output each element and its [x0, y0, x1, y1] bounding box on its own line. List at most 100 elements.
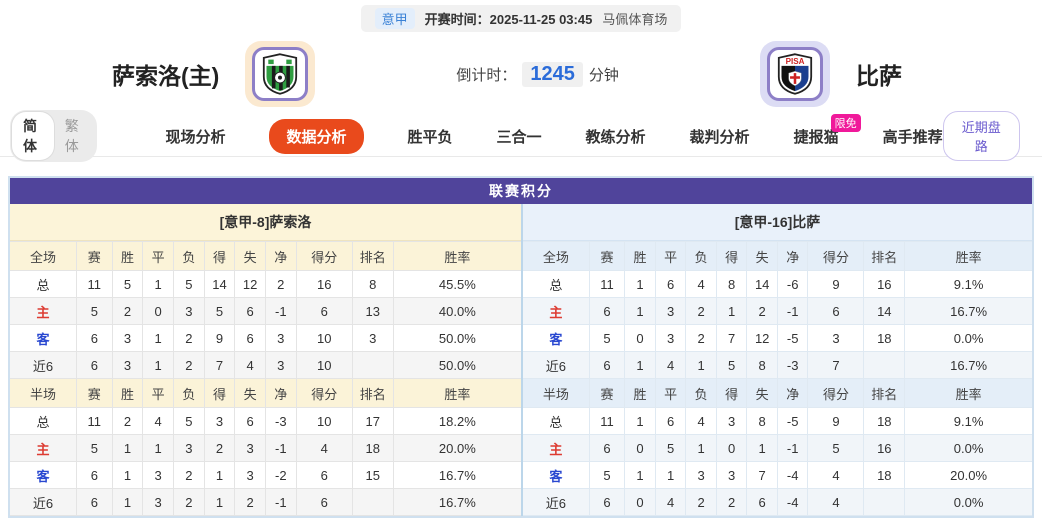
- column-header: 得: [203, 378, 236, 408]
- section-header-row: 半场赛胜平负得失净得分 排名 胜率: [523, 378, 1032, 408]
- stat-cell: 4: [807, 461, 865, 489]
- stats-row-recent: 近6 6 3 1 2 7 4 3 10 50.0%: [10, 351, 521, 379]
- nav-tab-4[interactable]: 教练分析: [585, 128, 646, 146]
- lang-simplified[interactable]: 简体: [12, 112, 54, 160]
- column-header: 排名: [351, 378, 394, 408]
- stat-cell: 12: [746, 324, 778, 352]
- row-label: 近6: [10, 351, 77, 379]
- column-header: 失: [234, 241, 266, 271]
- stat-cell: 4: [807, 488, 865, 516]
- kickoff-label: 开赛时间：: [424, 12, 490, 27]
- stat-cell: 18: [863, 407, 906, 435]
- stat-cell: 10: [295, 407, 353, 435]
- stat-cell: 6: [588, 488, 626, 516]
- stat-cell: 11: [75, 270, 113, 298]
- nav-tab-6[interactable]: 捷报猫 限免: [794, 113, 861, 147]
- stats-row-recent: 近6 6 0 4 2 2 6 -4 4 0.0%: [523, 488, 1032, 516]
- row-label: 主: [10, 297, 77, 325]
- stats-row-away: 客 5 1 1 3 3 7 -4 4 18 20.0%: [523, 461, 1032, 489]
- stat-cell: 1: [746, 434, 778, 462]
- stat-cell: 16: [295, 270, 353, 298]
- row-label: 总: [10, 407, 77, 435]
- stat-cell: 1: [111, 488, 144, 516]
- stat-cell: 6: [588, 297, 626, 325]
- stat-cell: 5: [807, 434, 865, 462]
- stat-cell: 3: [264, 324, 297, 352]
- stat-cell: 2: [685, 324, 717, 352]
- column-header: 负: [685, 241, 717, 271]
- league-points-panel: 联赛积分 [意甲-8]萨索洛 全场赛胜平负得失净得分 排名 胜率总 11 5 1 5 14 12…: [8, 176, 1034, 518]
- column-header: 平: [654, 378, 687, 408]
- top-info-bar: 意甲 开赛时间：2025-11-25 03:45 马佩体育场: [0, 0, 1042, 32]
- row-label: 客: [523, 461, 590, 489]
- stat-cell: [351, 488, 394, 516]
- row-label: 客: [10, 324, 77, 352]
- stat-cell: 6: [746, 488, 778, 516]
- stat-cell: 11: [588, 407, 626, 435]
- venue-name: 马佩体育场: [602, 12, 668, 27]
- stat-cell: 1: [654, 461, 687, 489]
- stats-table: 全场赛胜平负得失净得分 排名 胜率总 11 5 1 5 14 12 2 16 8 45.5% 主 5 2 0 3 5…: [10, 241, 521, 516]
- nav-tab-7[interactable]: 高手推荐: [882, 128, 943, 146]
- stat-cell: 1: [715, 297, 748, 325]
- stat-cell: -1: [264, 297, 297, 325]
- stat-cell: 3: [715, 461, 748, 489]
- column-header: 得分: [807, 241, 865, 271]
- stat-cell: 2: [173, 351, 205, 379]
- stats-row-recent: 近6 6 1 3 2 1 2 -1 6 16.7%: [10, 488, 521, 516]
- row-label: 客: [523, 324, 590, 352]
- league-badge[interactable]: 意甲: [374, 8, 415, 29]
- stat-cell: 5: [588, 461, 626, 489]
- stat-cell: 16.7%: [392, 488, 521, 516]
- column-header: 胜率: [392, 378, 521, 408]
- analysis-nav: 简体 繁体 现场分析 数据分析 胜平负 三合一 教练分析 裁判分析 捷报猫 限免 高手推荐 近期…: [0, 110, 1042, 162]
- section-label: 全场: [10, 241, 77, 271]
- column-header: 负: [173, 241, 205, 271]
- countdown-label: 倒计时：: [456, 66, 517, 84]
- column-header: 平: [654, 241, 687, 271]
- column-header: 净: [264, 378, 297, 408]
- away-team: PISA 比萨: [759, 41, 902, 107]
- stat-cell: 18: [863, 461, 906, 489]
- column-header: 净: [776, 378, 809, 408]
- nav-tab-3[interactable]: 三合一: [496, 128, 542, 146]
- row-label: 总: [10, 270, 77, 298]
- stats-row-away: 客 5 0 3 2 7 12 -5 3 18 0.0%: [523, 324, 1032, 352]
- column-header: 得分: [295, 378, 353, 408]
- stat-cell: 3: [173, 434, 205, 462]
- stat-cell: 4: [142, 407, 174, 435]
- stat-cell: -5: [776, 324, 809, 352]
- stat-cell: 7: [746, 461, 778, 489]
- lang-traditional[interactable]: 繁体: [64, 118, 79, 154]
- row-label: 主: [523, 297, 590, 325]
- column-header: 胜率: [392, 241, 521, 271]
- stats-table: 全场赛胜平负得失净得分 排名 胜率总 11 1 6 4 8 14 -6 9 16 9.1% 主 6 1 3 2 1 2…: [523, 241, 1032, 516]
- nav-tab-1[interactable]: 数据分析: [269, 118, 364, 154]
- stat-cell: 6: [588, 351, 626, 379]
- column-header: 排名: [863, 378, 906, 408]
- row-label: 总: [523, 407, 590, 435]
- stat-cell: 1: [624, 351, 656, 379]
- match-info-pill: 意甲 开赛时间：2025-11-25 03:45 马佩体育场: [360, 5, 682, 32]
- home-team-logo-frame: [245, 41, 316, 107]
- stat-cell: 3: [173, 297, 205, 325]
- stat-cell: 3: [111, 351, 144, 379]
- column-header: 净: [264, 241, 297, 271]
- stat-cell: 3: [264, 351, 297, 379]
- nav-tab-0[interactable]: 现场分析: [165, 128, 226, 146]
- stat-cell: 6: [234, 324, 266, 352]
- stat-cell: 3: [715, 407, 748, 435]
- stat-cell: 2: [173, 324, 205, 352]
- stats-row-home: 主 5 1 1 3 2 3 -1 4 18 20.0%: [10, 434, 521, 462]
- nav-tab-5[interactable]: 裁判分析: [689, 128, 750, 146]
- recent-trend-button[interactable]: 近期盘路: [942, 111, 1020, 161]
- stat-cell: 12: [234, 270, 266, 298]
- column-header: 胜: [111, 241, 144, 271]
- stats-row-home: 主 5 2 0 3 5 6 -1 6 13 40.0%: [10, 297, 521, 325]
- stat-cell: 8: [746, 407, 778, 435]
- column-header: 失: [746, 378, 778, 408]
- stat-cell: 9.1%: [904, 270, 1032, 298]
- nav-tab-2[interactable]: 胜平负: [407, 128, 453, 146]
- stat-cell: 3: [111, 324, 144, 352]
- stat-cell: -4: [776, 461, 809, 489]
